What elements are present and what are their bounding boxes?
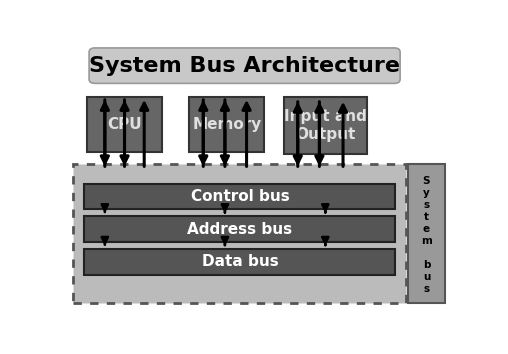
- FancyBboxPatch shape: [89, 48, 400, 84]
- Text: S
y
s
t
e
m
 
b
u
s: S y s t e m b u s: [421, 176, 432, 294]
- Bar: [84, 183, 395, 210]
- Bar: [84, 216, 395, 242]
- Text: System Bus Architecture: System Bus Architecture: [89, 56, 400, 76]
- Text: Input and
Output: Input and Output: [284, 109, 367, 142]
- Text: CPU: CPU: [107, 117, 142, 132]
- Bar: [189, 97, 264, 152]
- Bar: [84, 249, 395, 275]
- Bar: [73, 164, 406, 303]
- Text: Data bus: Data bus: [202, 255, 278, 269]
- Bar: [87, 97, 162, 152]
- Bar: [408, 164, 446, 303]
- Text: Control bus: Control bus: [190, 189, 289, 204]
- Bar: [284, 97, 367, 154]
- Text: Address bus: Address bus: [187, 222, 293, 237]
- Text: Memory: Memory: [192, 117, 262, 132]
